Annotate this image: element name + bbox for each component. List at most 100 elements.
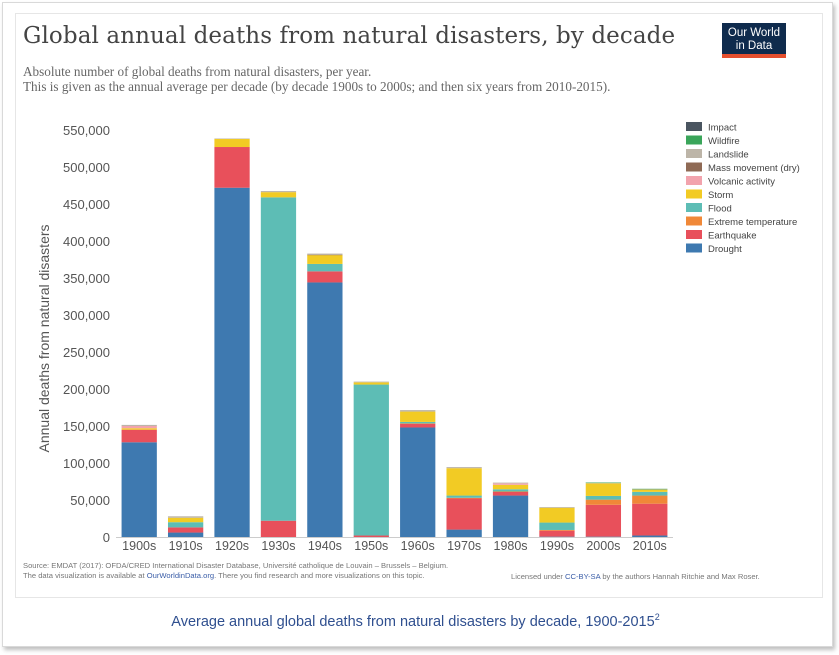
bar-segment-flood [492,489,529,492]
x-tick-label: 1980s [494,539,528,553]
bar-segment-storm [400,411,436,422]
bar-segment-wildfire [632,488,668,490]
y-tick-label: 350,000 [63,271,110,286]
y-axis-label: Annual deaths from natural disasters [36,224,52,452]
bar-segment-flood [585,495,622,500]
bar-segment-earthquake [121,429,157,443]
legend-swatch [686,216,702,226]
legend-label: Flood [708,204,732,215]
y-tick-label: 50,000 [70,493,110,508]
bar-segment-storm [121,428,157,430]
bar-segment-extreme-temperature [492,491,529,492]
x-tick-label: 1940s [308,539,342,553]
bar-segment-earthquake [167,527,204,533]
source-note: Source: EMDAT (2017): OFDA/CRED Internat… [23,561,448,581]
license-suffix: by the authors Hannah Ritchie and Max Ro… [600,572,760,581]
y-tick-label: 450,000 [63,197,110,212]
bar-segment-storm [585,483,622,496]
bar-segment-earthquake [214,147,250,188]
y-tick-label: 550,000 [63,123,110,138]
owid-link[interactable]: OurWorldinData.org [146,571,215,580]
bar-segment-volcanic-activity [492,483,529,485]
legend-swatch [686,230,702,239]
legend-swatch [686,122,702,131]
owid-logo[interactable]: Our World in Data [722,23,786,58]
legend-label: Wildfire [708,136,740,147]
legend-label: Landslide [708,150,749,161]
bar-segment-flood [307,263,343,272]
bar-segment-earthquake [632,503,668,536]
source-line2-prefix: The data visualization is available at [23,571,147,580]
legend-swatch [686,203,702,212]
legend-label: Volcanic activity [708,177,775,188]
image-frame: Global annual deaths from natural disast… [2,2,833,647]
chart-subtitle-line1: Absolute number of global deaths from na… [23,64,372,79]
bar-segment-earthquake [446,498,482,530]
x-tick-label: 2000s [586,539,620,553]
source-line2-suffix: . There you find research and more visua… [214,571,425,580]
legend-swatch [686,162,702,172]
bar-segment-landslide [214,138,250,140]
legend-swatch [686,135,702,145]
bar-segment-landslide [121,424,157,426]
bar-segment-flood [353,384,389,536]
bar-segment-extreme-temperature [446,497,482,499]
bar-segment-landslide [492,482,529,484]
bar-segment-storm [492,484,529,490]
bar-segment-storm [539,507,575,523]
bar-segment-flood [632,491,668,496]
bar-segment-flood [539,522,575,530]
x-tick-label: 1970s [447,539,481,553]
bar-segment-drought [446,529,482,537]
y-tick-label: 300,000 [63,308,110,323]
bar-segment-flood [167,522,204,528]
legend-label: Storm [708,190,733,201]
bar-segment-earthquake [353,535,389,537]
bar-segment-drought [307,282,343,537]
bar-segment-earthquake [400,423,436,428]
bar-segment-volcanic-activity [121,426,157,429]
bar-segment-earthquake [585,504,622,537]
x-tick-label: 1910s [169,539,203,553]
bar-segment-drought [632,535,668,537]
legend-label: Impact [708,123,737,134]
x-tick-label: 1930s [261,539,295,553]
source-line1: Source: EMDAT (2017): OFDA/CRED Internat… [23,561,449,570]
license-prefix: Licensed under [511,572,566,581]
bar-segment-earthquake [307,271,343,283]
x-tick-label: 1900s [122,539,156,553]
bar-segment-storm [446,468,482,496]
bar-segment-drought [214,187,250,537]
y-tick-label: 500,000 [63,160,110,175]
logo-line2: in Data [735,40,773,52]
figure-caption: Average annual global deaths from natura… [0,612,831,630]
y-tick-label: 200,000 [63,382,110,397]
caption-text: Average annual global deaths from natura… [171,613,655,630]
chart-title: Global annual deaths from natural disast… [23,23,676,49]
bar-segment-storm [167,517,204,523]
y-tick-label: 150,000 [63,419,110,434]
bar-segment-landslide [446,467,482,469]
y-tick-label: 100,000 [63,456,110,471]
bar-segment-flood [446,495,482,498]
bar-segment-earthquake [260,520,297,537]
license-link[interactable]: CC-BY-SA [565,572,601,581]
x-tick-label: 1960s [401,539,435,553]
chart-subtitle-line2: This is given as the annual average per … [23,79,611,94]
bar-segment-storm [214,138,250,148]
bar-segment-storm [353,382,389,385]
bar-segment-drought [585,536,622,538]
bar-segment-drought [167,532,204,537]
legend-swatch [686,243,702,253]
caption-footnote[interactable]: 2 [654,612,660,622]
bar-segment-landslide [400,410,436,412]
bar-segment-landslide [307,253,343,255]
legend-swatch [686,149,702,158]
bar-segment-wildfire [585,482,622,484]
license-note: Licensed under CC-BY-SA by the authors H… [511,572,760,581]
bar-segment-extreme-temperature [632,495,668,504]
bar-segment-landslide [167,516,204,518]
bar-segment-mass-movement-dry [307,254,343,256]
bar-segment-extreme-temperature [400,423,436,424]
bar-segment-flood [400,421,436,424]
